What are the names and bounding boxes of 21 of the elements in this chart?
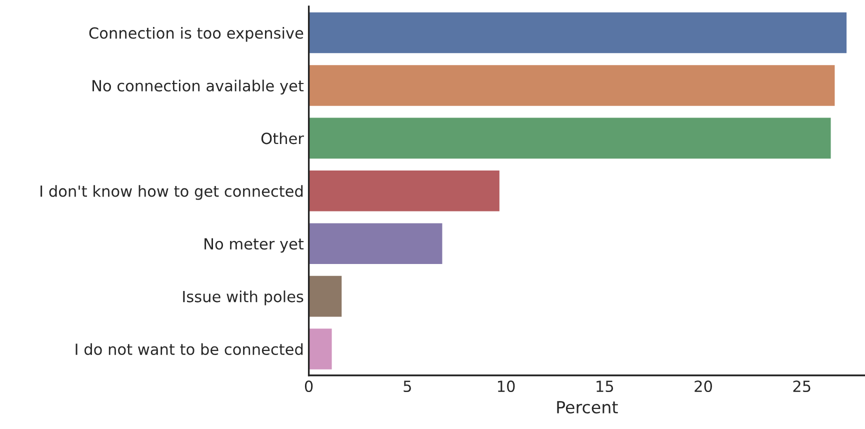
- bar: [308, 274, 344, 318]
- y-tick-label: Issue with poles: [183, 290, 304, 306]
- y-tick-label: Other: [261, 132, 304, 144]
- x-tick-label: 25: [793, 380, 810, 392]
- bar: [308, 327, 334, 371]
- bar: [308, 64, 836, 108]
- bar: [308, 169, 501, 213]
- y-tick-label: Connection is too expensive: [89, 26, 304, 42]
- x-tick-label: 15: [596, 380, 614, 392]
- bar: [308, 222, 444, 266]
- x-tick-label: 0: [304, 380, 313, 392]
- bar: [308, 116, 832, 160]
- y-tick-label: I do not want to be connected: [76, 343, 303, 356]
- y-tick-label: No meter yet: [204, 238, 304, 253]
- x-tick-label: 10: [498, 380, 515, 392]
- x-axis-title: Percent: [557, 401, 618, 414]
- bar: [308, 11, 848, 55]
- y-tick-label: No connection available yet: [92, 80, 304, 94]
- y-tick-label: I don't know how to get connected: [40, 185, 303, 200]
- x-tick-label: 5: [404, 380, 411, 392]
- x-tick-label: 20: [694, 380, 712, 392]
